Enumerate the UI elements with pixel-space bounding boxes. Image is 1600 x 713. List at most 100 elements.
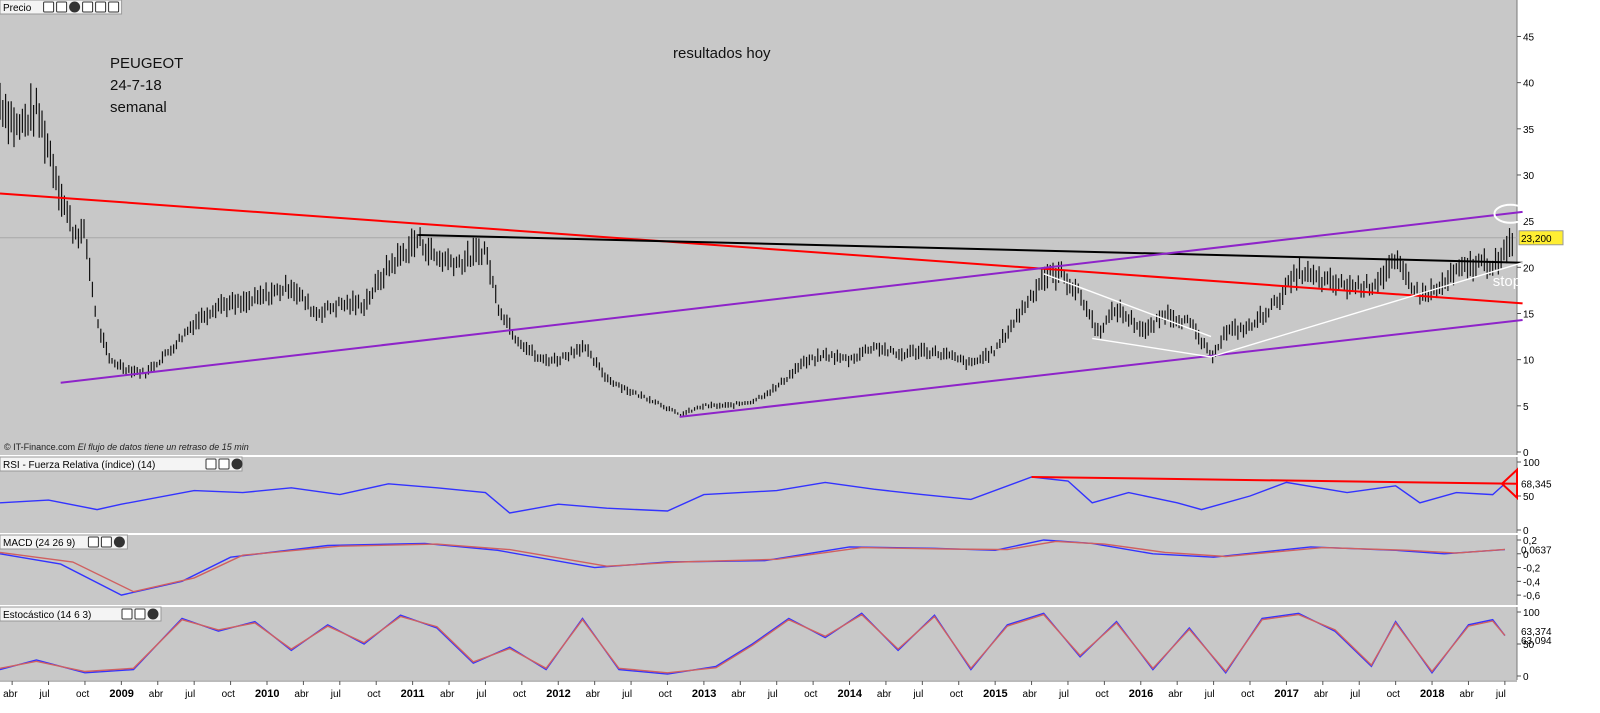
x-tick-label: abr xyxy=(149,689,164,700)
delete-icon[interactable] xyxy=(108,1,120,13)
close-icon[interactable] xyxy=(147,608,159,620)
wrench-icon[interactable] xyxy=(43,1,55,13)
y-tick-label: 45 xyxy=(1523,32,1535,43)
macd-last-value: 0,0637 xyxy=(1521,546,1552,557)
y-tick-label: 30 xyxy=(1523,171,1535,182)
rsi-last-value: 68,345 xyxy=(1521,480,1552,491)
y-tick-label: 100 xyxy=(1523,458,1540,469)
wrench-icon[interactable] xyxy=(87,536,99,548)
close-icon[interactable] xyxy=(231,458,243,470)
close-icon[interactable] xyxy=(113,536,125,548)
y-tick-label: 50 xyxy=(1523,640,1535,651)
x-tick-label: abr xyxy=(1314,689,1329,700)
window-icon[interactable] xyxy=(218,458,230,470)
source-note: El flujo de datos tiene un retraso de 15… xyxy=(78,442,249,452)
x-tick-label: oct xyxy=(950,689,964,700)
y-tick-label: 50 xyxy=(1523,492,1535,503)
x-tick-label: 2011 xyxy=(401,688,425,700)
x-tick-label: abr xyxy=(1168,689,1183,700)
x-tick-label: oct xyxy=(367,689,381,700)
x-tick-label: 2012 xyxy=(546,688,570,700)
panel-0: Precio 0 5 10 15 20 25 30 35 40 45 stop 23,200 PEUGEO… xyxy=(0,0,1600,459)
x-tick-label: 2017 xyxy=(1274,688,1298,700)
y-tick-label: -0,4 xyxy=(1523,577,1541,588)
title-line: PEUGEOT xyxy=(110,55,183,72)
window-icon[interactable] xyxy=(100,536,112,548)
trendline-6 xyxy=(1092,337,1212,358)
panel-header xyxy=(0,606,162,622)
x-tick-label: jul xyxy=(330,689,341,700)
x-tick-label: 2016 xyxy=(1129,688,1153,700)
x-tick-label: jul xyxy=(1204,689,1215,700)
x-tick-label: 2015 xyxy=(983,688,1007,700)
x-tick-label: oct xyxy=(76,689,90,700)
y-tick-label: 25 xyxy=(1523,217,1535,228)
x-tick-label: 2009 xyxy=(109,688,133,700)
series-line-0 xyxy=(0,476,1506,514)
window-icon[interactable] xyxy=(56,1,68,13)
y-axis-area xyxy=(1517,535,1600,605)
y-tick-label: 0 xyxy=(1523,672,1529,683)
panel-background xyxy=(0,0,1517,455)
panel-background xyxy=(0,457,1517,533)
last-value-label: 23,200 xyxy=(1521,234,1552,245)
trendline-5 xyxy=(1043,273,1212,338)
series-line-1 xyxy=(0,613,1506,674)
trendline-0 xyxy=(0,192,1523,305)
rsi-trendline xyxy=(1031,475,1518,485)
wrench-icon[interactable] xyxy=(121,608,133,620)
x-tick-label: jul xyxy=(912,689,923,700)
x-tick-label: abr xyxy=(440,689,455,700)
y-tick-label: -0,6 xyxy=(1523,591,1541,602)
y-tick-label: 0 xyxy=(1523,526,1529,537)
trendline-1 xyxy=(418,234,1523,264)
x-tick-label: oct xyxy=(222,689,236,700)
x-tick-label: oct xyxy=(513,689,527,700)
wrench-icon[interactable] xyxy=(205,458,217,470)
x-tick-label: jul xyxy=(1495,689,1506,700)
series-line-0 xyxy=(0,539,1505,596)
stop-label: stop xyxy=(1493,273,1521,290)
window-icon[interactable] xyxy=(134,608,146,620)
x-tick-label: oct xyxy=(804,689,818,700)
x-tick-label: jul xyxy=(767,689,778,700)
y-tick-label: 10 xyxy=(1523,356,1535,367)
center-note: resultados hoy xyxy=(673,45,771,62)
x-tick-label: abr xyxy=(586,689,601,700)
stoch-last-value-1: 63,374 xyxy=(1521,627,1552,638)
title-line: semanal xyxy=(110,99,167,116)
x-tick-label: jul xyxy=(1349,689,1360,700)
y-tick-label: 15 xyxy=(1523,309,1535,320)
panel-1: RSI - Fuerza Relativa (índice) (14) 0 50 10… xyxy=(0,456,1600,537)
y-axis-area xyxy=(1517,0,1600,455)
x-tick-label: abr xyxy=(731,689,746,700)
export-icon[interactable] xyxy=(95,1,107,13)
x-tick-label: abr xyxy=(1459,689,1474,700)
y-tick-label: -0,2 xyxy=(1523,564,1541,575)
title-line: 24-7-18 xyxy=(110,77,162,94)
x-tick-label: abr xyxy=(294,689,309,700)
arrow-icon xyxy=(1500,467,1518,501)
trendline-4 xyxy=(1210,262,1523,358)
x-tick-label: abr xyxy=(877,689,892,700)
panel-2: MACD (24 26 9) 0,2 0 -0,2 -0,4 -0,6 0,0637 xyxy=(0,534,1600,605)
y-axis-area xyxy=(1517,457,1600,533)
source-label: © IT-Finance.com El flujo de datos tiene… xyxy=(4,442,249,452)
y-tick-label: 0 xyxy=(1523,550,1529,561)
target-ellipse xyxy=(1493,203,1528,224)
add-icon[interactable] xyxy=(82,1,94,13)
stoch-last-value-2: 63,094 xyxy=(1521,636,1552,647)
y-tick-label: 20 xyxy=(1523,263,1535,274)
y-tick-label: 35 xyxy=(1523,125,1535,136)
trendline-3 xyxy=(679,318,1523,418)
x-tick-label: jul xyxy=(184,689,195,700)
panel-background xyxy=(0,535,1517,605)
last-value-badge xyxy=(1518,230,1564,246)
series-line-1 xyxy=(0,540,1505,593)
x-tick-label: 2013 xyxy=(692,688,716,700)
x-tick-label: 2018 xyxy=(1420,688,1444,700)
x-tick-label: jul xyxy=(39,689,50,700)
y-tick-label: 0,2 xyxy=(1523,536,1537,547)
close-icon[interactable] xyxy=(69,1,81,13)
